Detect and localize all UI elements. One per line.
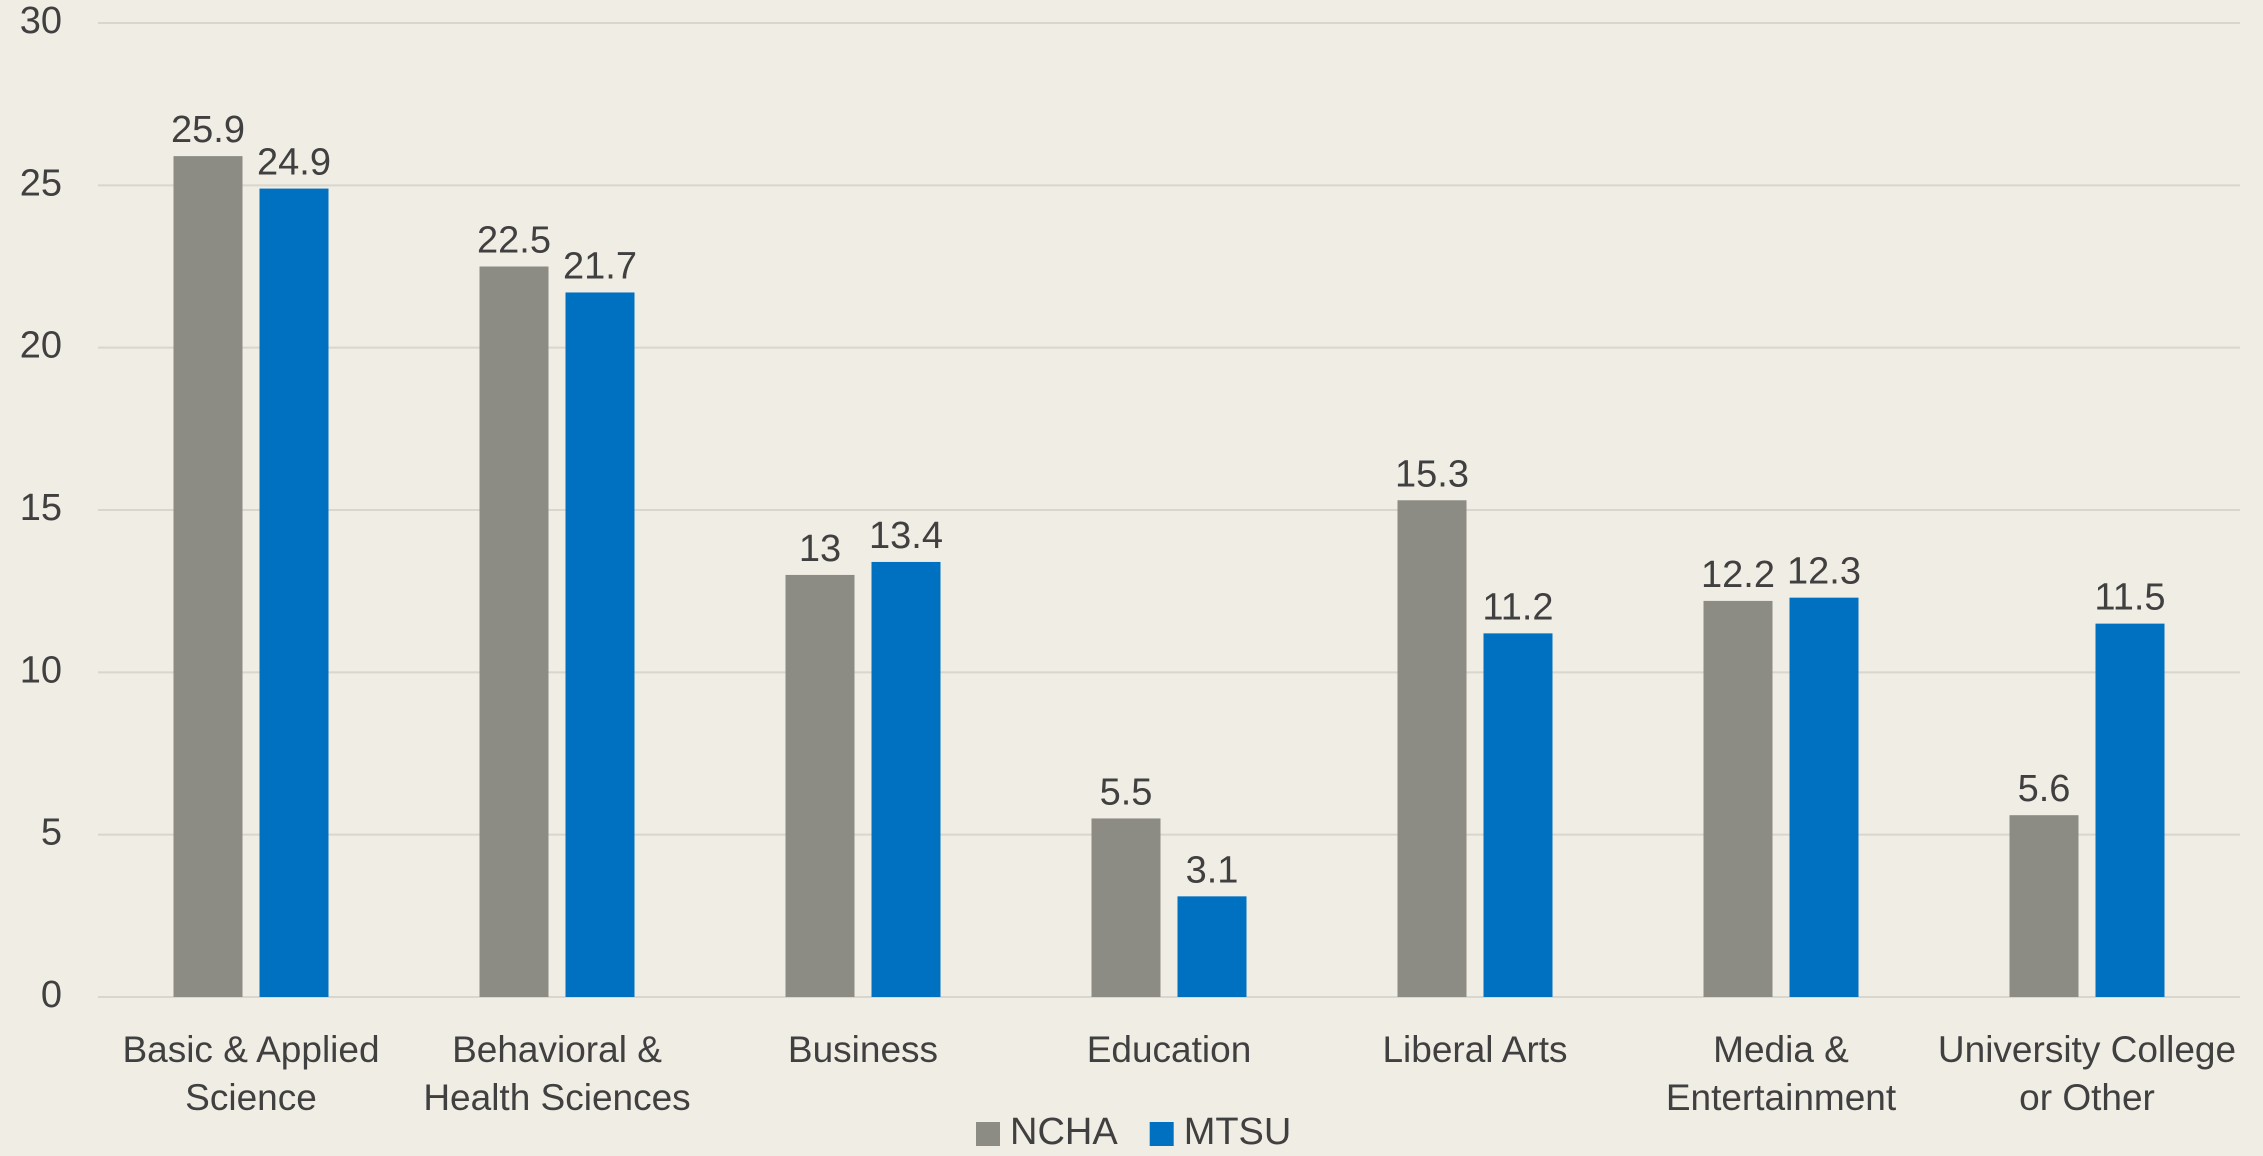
data-label: 3.1 bbox=[1186, 849, 1239, 891]
bar bbox=[2009, 815, 2079, 997]
y-tick-label: 30 bbox=[20, 0, 62, 42]
bar bbox=[871, 561, 941, 997]
x-tick-label: Business bbox=[787, 1029, 939, 1070]
data-label: 11.2 bbox=[1482, 586, 1553, 628]
y-tick-label: 10 bbox=[20, 649, 62, 691]
data-label: 11.5 bbox=[2094, 577, 2165, 619]
data-label: 21.7 bbox=[563, 246, 637, 288]
data-label: 22.5 bbox=[477, 220, 551, 262]
bar bbox=[785, 574, 855, 997]
bar bbox=[173, 156, 243, 997]
y-tick-label: 20 bbox=[20, 325, 62, 367]
data-label: 13.4 bbox=[869, 515, 943, 557]
data-label: 12.2 bbox=[1701, 554, 1775, 596]
bar bbox=[1397, 500, 1467, 997]
data-label: 13 bbox=[799, 528, 841, 570]
data-label: 25.9 bbox=[171, 109, 245, 151]
bar bbox=[259, 188, 329, 997]
bar bbox=[2095, 623, 2165, 997]
legend-label: NCHA bbox=[1010, 1111, 1118, 1153]
bar bbox=[1789, 597, 1859, 997]
x-tick-label: Behavioral & Health Sciences bbox=[423, 1029, 691, 1118]
y-tick-label: 25 bbox=[20, 162, 62, 204]
bar bbox=[565, 292, 635, 997]
data-label: 5.5 bbox=[1100, 771, 1153, 813]
legend-swatch bbox=[1149, 1122, 1174, 1146]
y-tick-label: 15 bbox=[20, 487, 62, 529]
legend-label: MTSU bbox=[1184, 1111, 1292, 1153]
data-label: 12.3 bbox=[1787, 551, 1861, 593]
bar bbox=[479, 266, 549, 997]
y-tick-label: 5 bbox=[41, 812, 62, 854]
y-tick-label: 0 bbox=[41, 974, 62, 1016]
x-tick-label: Education bbox=[1086, 1029, 1252, 1070]
x-tick-label: Basic & Applied Science bbox=[122, 1029, 380, 1118]
data-label: 5.6 bbox=[2018, 768, 2071, 810]
x-tick-label: Liberal Arts bbox=[1382, 1029, 1568, 1070]
x-tick-label: Media & Entertainment bbox=[1665, 1029, 1897, 1118]
bar bbox=[1177, 896, 1247, 997]
bar bbox=[1703, 600, 1773, 997]
bar bbox=[1483, 633, 1553, 997]
x-tick-label: University College or Other bbox=[1937, 1029, 2237, 1118]
data-label: 15.3 bbox=[1395, 453, 1469, 495]
bar bbox=[1091, 818, 1161, 997]
legend-swatch bbox=[976, 1122, 1000, 1146]
data-label: 24.9 bbox=[257, 142, 331, 184]
